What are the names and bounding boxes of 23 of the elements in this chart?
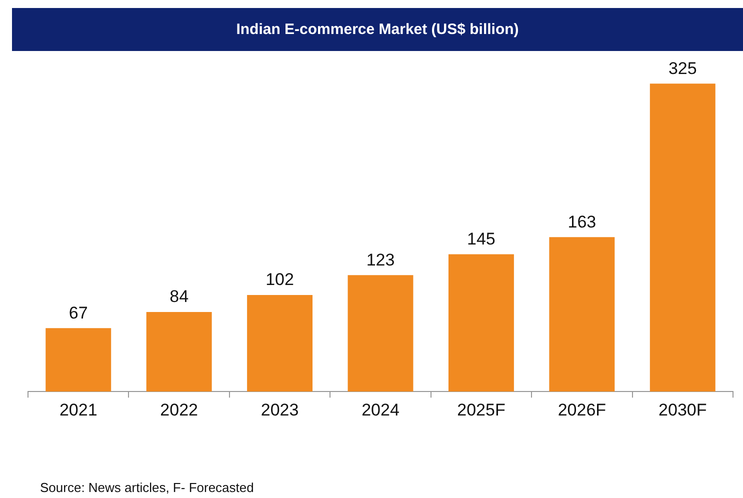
chart-title: Indian E-commerce Market (US$ billion) <box>12 8 743 51</box>
data-label: 67 <box>68 303 88 322</box>
data-label: 102 <box>266 270 294 290</box>
x-tick-label: 2026F <box>558 400 606 420</box>
data-label: 123 <box>366 250 395 270</box>
x-tick-label: 2022 <box>160 400 198 420</box>
x-tick-label: 2024 <box>362 400 400 420</box>
bar <box>348 275 414 392</box>
bar <box>448 254 514 392</box>
data-label: 145 <box>467 229 496 248</box>
data-label: 325 <box>668 58 697 78</box>
bar <box>146 312 212 392</box>
data-label: 84 <box>170 287 189 306</box>
bar <box>549 237 615 392</box>
data-label: 163 <box>568 212 596 232</box>
bar <box>247 294 313 392</box>
source-note: Source: News articles, F- Forecasted <box>40 480 254 495</box>
bar <box>46 328 112 392</box>
x-tick-label: 2025F <box>457 400 506 420</box>
bar <box>650 84 716 392</box>
x-tick-label: 2021 <box>59 400 98 420</box>
x-tick-label: 2030F <box>658 400 707 420</box>
x-tick-label: 2023 <box>260 400 299 420</box>
